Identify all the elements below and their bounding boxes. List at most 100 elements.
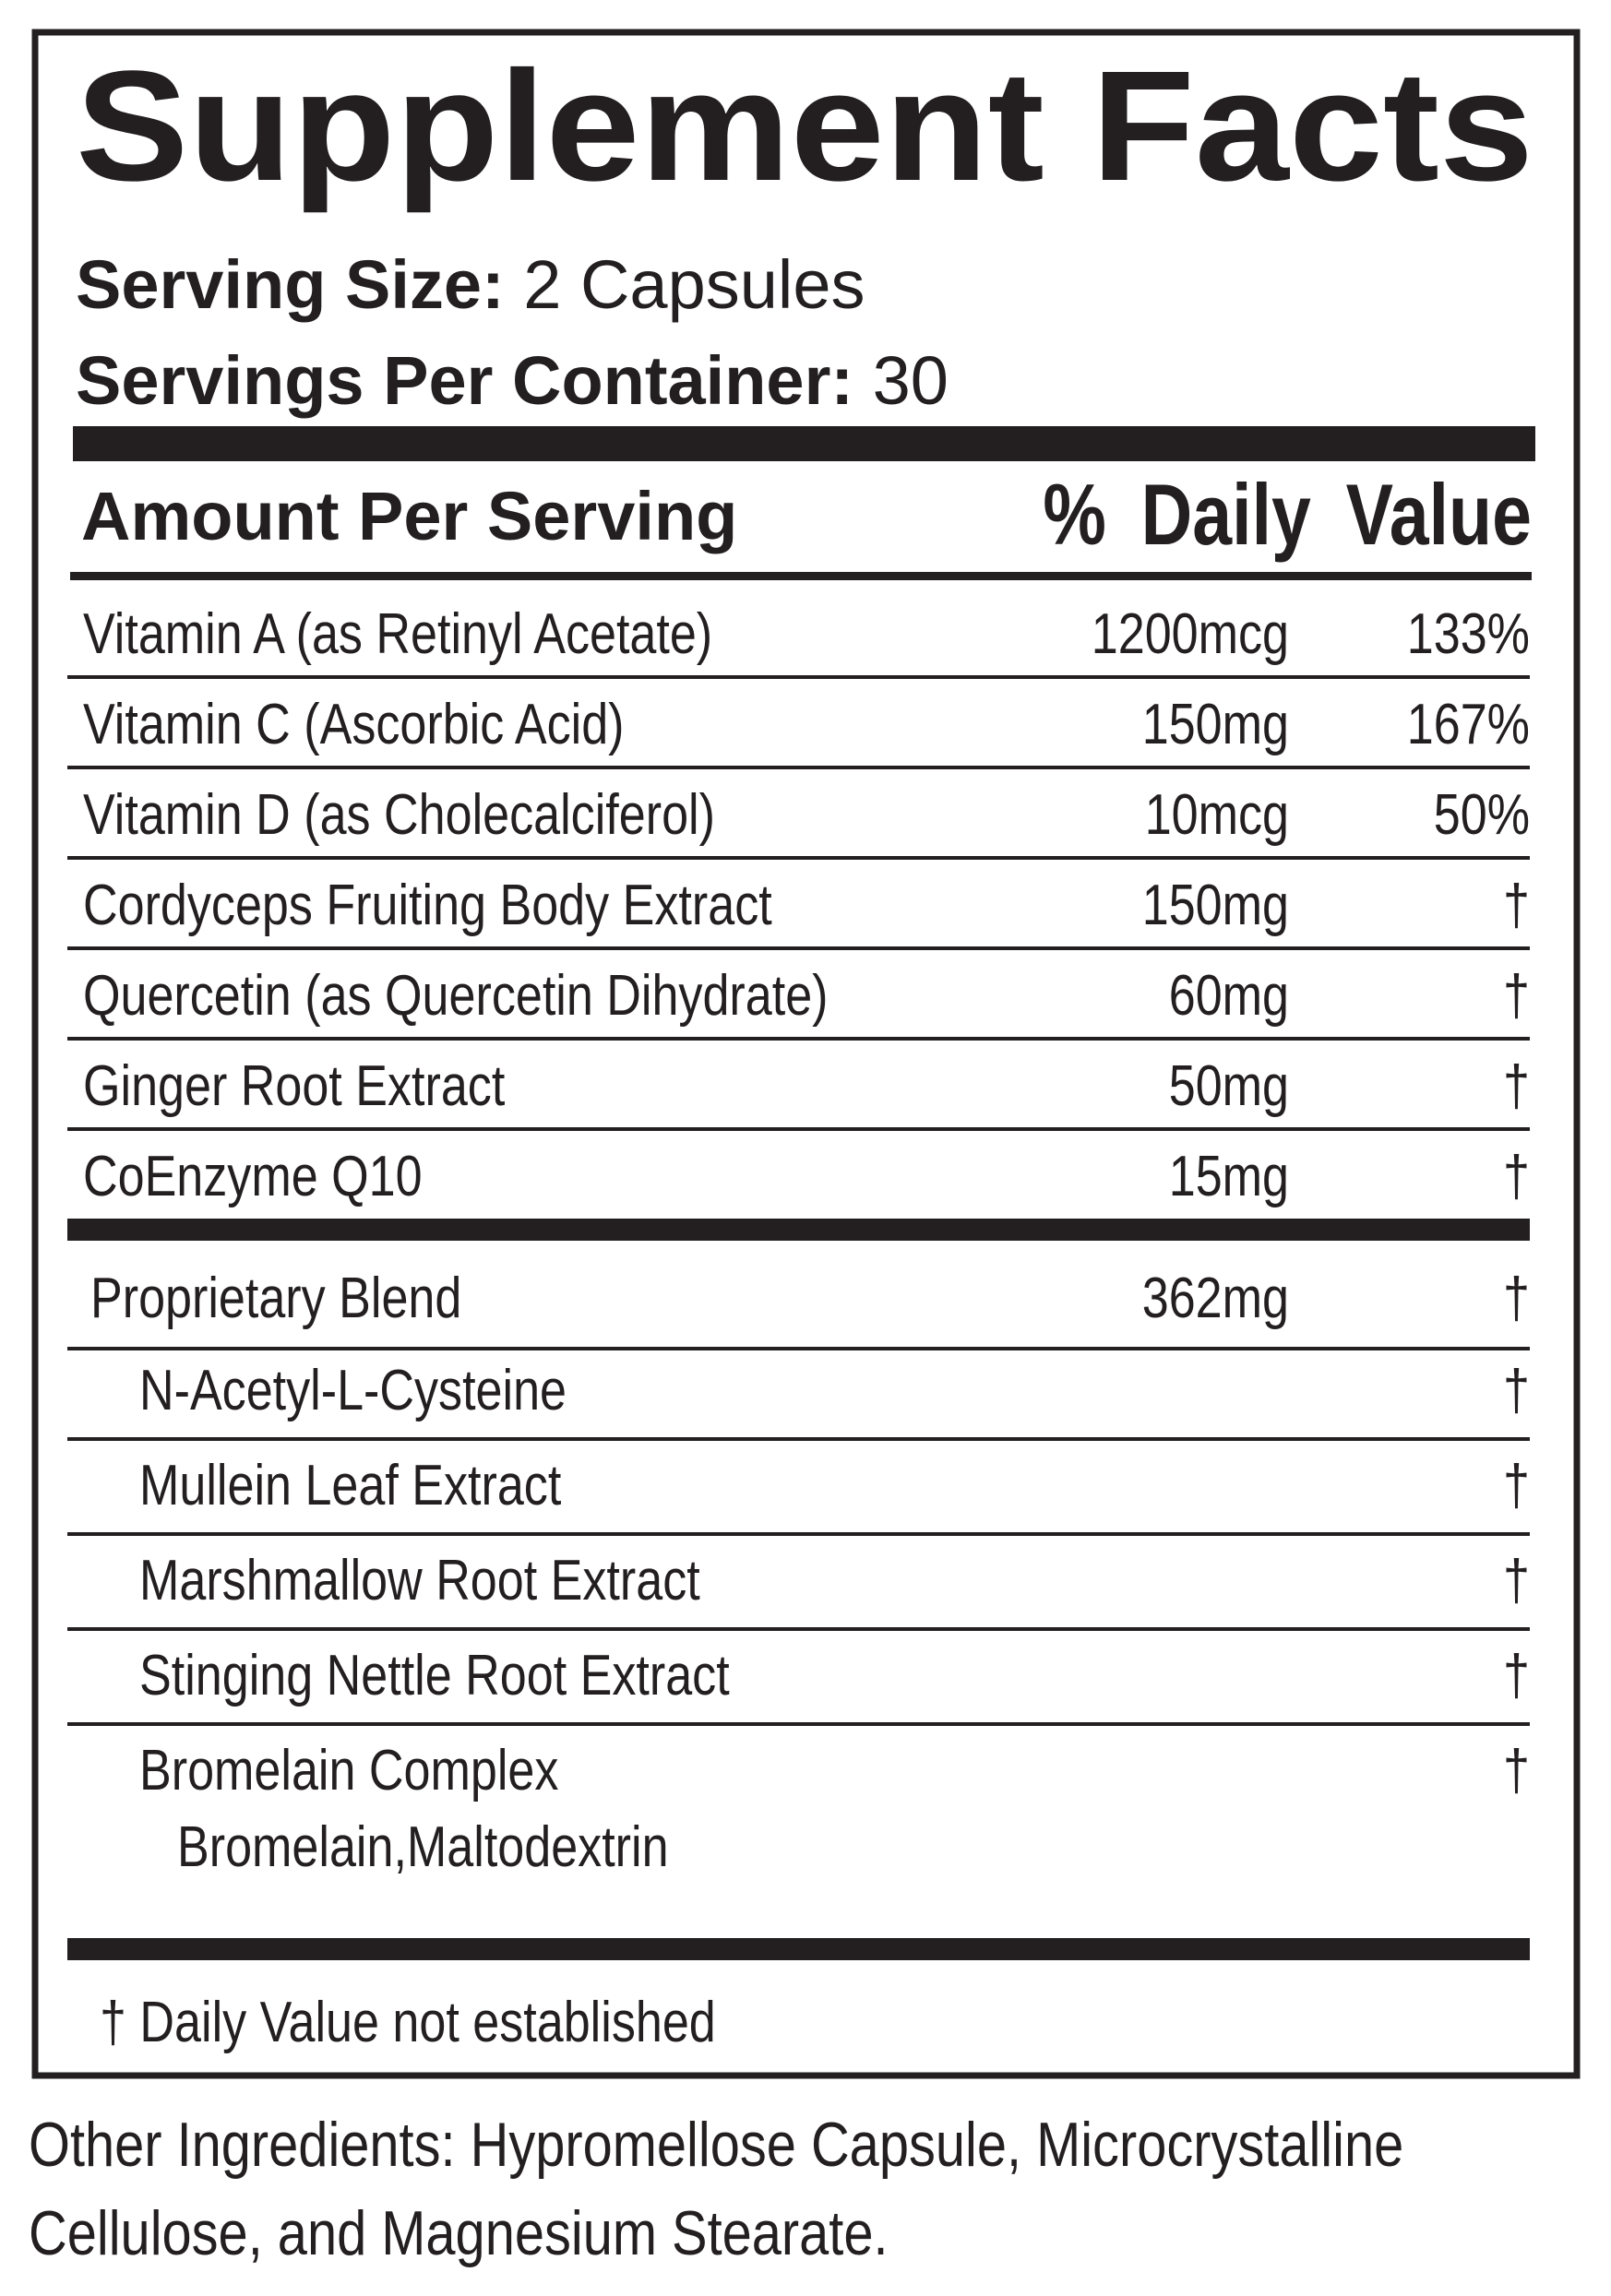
ingredient-name: Vitamin A (as Retinyl Acetate) (83, 602, 712, 666)
daily-value-group: † (1503, 1644, 1530, 1707)
blend-amount-group: 362mg (1142, 1267, 1289, 1330)
blend-ingredient: Marshmallow Root Extract (139, 1549, 700, 1612)
other-ingredients-group: Cellulose, and Magnesium Stearate. (29, 2199, 889, 2268)
ingredient-amount: 15mg (1169, 1145, 1289, 1208)
daily-value-group: † (1503, 1739, 1530, 1802)
daily-value: 167% (1407, 693, 1530, 756)
ingredient-amount: 150mg (1142, 874, 1289, 937)
thick-rule (67, 1938, 1530, 1960)
ingredient-name-group: Vitamin D (as Cholecalciferol) (83, 783, 715, 847)
daily-value: 50% (1434, 783, 1530, 847)
ingredient-name-group: Ginger Root Extract (83, 1054, 505, 1118)
row-rule (67, 856, 1530, 860)
daily-value-group: † (1503, 1359, 1530, 1422)
ingredient-amount: 1200mcg (1092, 602, 1289, 666)
ingredient-name-group: CoEnzyme Q10 (83, 1145, 423, 1208)
daily-value: 133% (1407, 602, 1530, 666)
daily-value-group: 167% (1407, 693, 1530, 756)
row-rule (67, 946, 1530, 950)
ingredient-amount-group: 10mcg (1145, 783, 1289, 847)
header-rule (70, 572, 1532, 580)
column-header: Amount Per Serving (81, 478, 737, 554)
daily-value: † (1503, 1644, 1530, 1707)
ingredient-amount-group: 15mg (1169, 1145, 1289, 1208)
daily-value-group: 50% (1434, 783, 1530, 847)
daily-value: † (1503, 1549, 1530, 1612)
row-rule (67, 766, 1530, 769)
blend-name: Proprietary Blend (90, 1267, 461, 1330)
servings-value: 30 (873, 342, 949, 419)
daily-value: † (1503, 1359, 1530, 1422)
ingredient-name: Vitamin D (as Cholecalciferol) (83, 783, 715, 847)
daily-value-group: 133% (1407, 602, 1530, 666)
row-rule (67, 1722, 1530, 1726)
servings-label: Servings Per Container: (76, 342, 853, 419)
row-rule (67, 1532, 1530, 1536)
ingredient-name: Quercetin (as Quercetin Dihydrate) (83, 964, 829, 1028)
label-border (31, 29, 1581, 2079)
daily-value: † (1503, 874, 1530, 937)
blend-ingredient-detail: Bromelain,Maltodextrin (177, 1815, 669, 1879)
ingredient-name-group: Quercetin (as Quercetin Dihydrate) (83, 964, 829, 1028)
ingredient-amount: 150mg (1142, 693, 1289, 756)
ingredient-amount-group: 50mg (1169, 1054, 1289, 1118)
ingredient-name: Cordyceps Fruiting Body Extract (83, 874, 772, 937)
blend-ingredient-group: Marshmallow Root Extract (139, 1549, 700, 1612)
ingredient-amount: 60mg (1169, 964, 1289, 1028)
blend-ingredient: Mullein Leaf Extract (139, 1454, 561, 1517)
serving-size-value: 2 Capsules (523, 246, 865, 323)
ingredient-amount-group: 60mg (1169, 964, 1289, 1028)
blend-ingredient-group: Mullein Leaf Extract (139, 1454, 561, 1517)
other-ingredients: Cellulose, and Magnesium Stearate. (29, 2199, 889, 2268)
daily-value: † (1503, 964, 1530, 1028)
daily-value: † (1503, 1267, 1530, 1330)
column-header: % Daily Value (1043, 467, 1532, 564)
title: Supplement Facts (76, 39, 1533, 214)
ingredient-amount-group: 150mg (1142, 693, 1289, 756)
blend-ingredient-group: Bromelain Complex (139, 1739, 559, 1802)
serving-size-label: Serving Size: (76, 246, 505, 323)
ingredient-name-group: Vitamin A (as Retinyl Acetate) (83, 602, 712, 666)
blend-ingredient-detail-group: Bromelain,Maltodextrin (177, 1815, 669, 1879)
daily-value: † (1503, 1454, 1530, 1517)
thick-rule (67, 1219, 1530, 1241)
blend-name-group: Proprietary Blend (90, 1267, 461, 1330)
ingredient-name-group: Cordyceps Fruiting Body Extract (83, 874, 772, 937)
daily-value-group: † (1503, 1054, 1530, 1118)
thick-rule (73, 426, 1535, 461)
row-rule (67, 1437, 1530, 1441)
daily-value-group: † (1503, 1549, 1530, 1612)
blend-ingredient-group: N-Acetyl-L-Cysteine (139, 1359, 567, 1422)
footnote: † Daily Value not established (100, 1991, 716, 2054)
row-rule (67, 1037, 1530, 1041)
servings-per-container: Servings Per Container: 30 (76, 342, 949, 419)
serving-size: Serving Size: 2 Capsules (76, 246, 865, 323)
other-ingredients-group: Other Ingredients: Hypromellose Capsule,… (29, 2111, 1403, 2180)
ingredient-name: Vitamin C (Ascorbic Acid) (83, 693, 625, 756)
ingredient-amount-group: 1200mcg (1092, 602, 1289, 666)
blend-ingredient: Bromelain Complex (139, 1739, 559, 1802)
ingredient-amount-group: 150mg (1142, 874, 1289, 937)
row-rule (67, 1127, 1530, 1131)
daily-value: † (1503, 1054, 1530, 1118)
ingredient-name: Ginger Root Extract (83, 1054, 505, 1118)
blend-amount: 362mg (1142, 1267, 1289, 1330)
ingredient-name-group: Vitamin C (Ascorbic Acid) (83, 693, 625, 756)
blend-ingredient-group: Stinging Nettle Root Extract (139, 1644, 730, 1707)
blend-ingredient: Stinging Nettle Root Extract (139, 1644, 730, 1707)
ingredient-name: CoEnzyme Q10 (83, 1145, 423, 1208)
ingredient-amount: 10mcg (1145, 783, 1289, 847)
row-rule (67, 675, 1530, 679)
row-rule (67, 1627, 1530, 1631)
daily-value: † (1503, 1145, 1530, 1208)
daily-value: † (1503, 1739, 1530, 1802)
footnote-group: † Daily Value not established (100, 1991, 716, 2054)
other-ingredients: Other Ingredients: Hypromellose Capsule,… (29, 2111, 1403, 2180)
blend-ingredient: N-Acetyl-L-Cysteine (139, 1359, 567, 1422)
daily-value-group: † (1503, 874, 1530, 937)
daily-value-group: † (1503, 1267, 1530, 1330)
row-rule (67, 1347, 1530, 1350)
ingredient-amount: 50mg (1169, 1054, 1289, 1118)
